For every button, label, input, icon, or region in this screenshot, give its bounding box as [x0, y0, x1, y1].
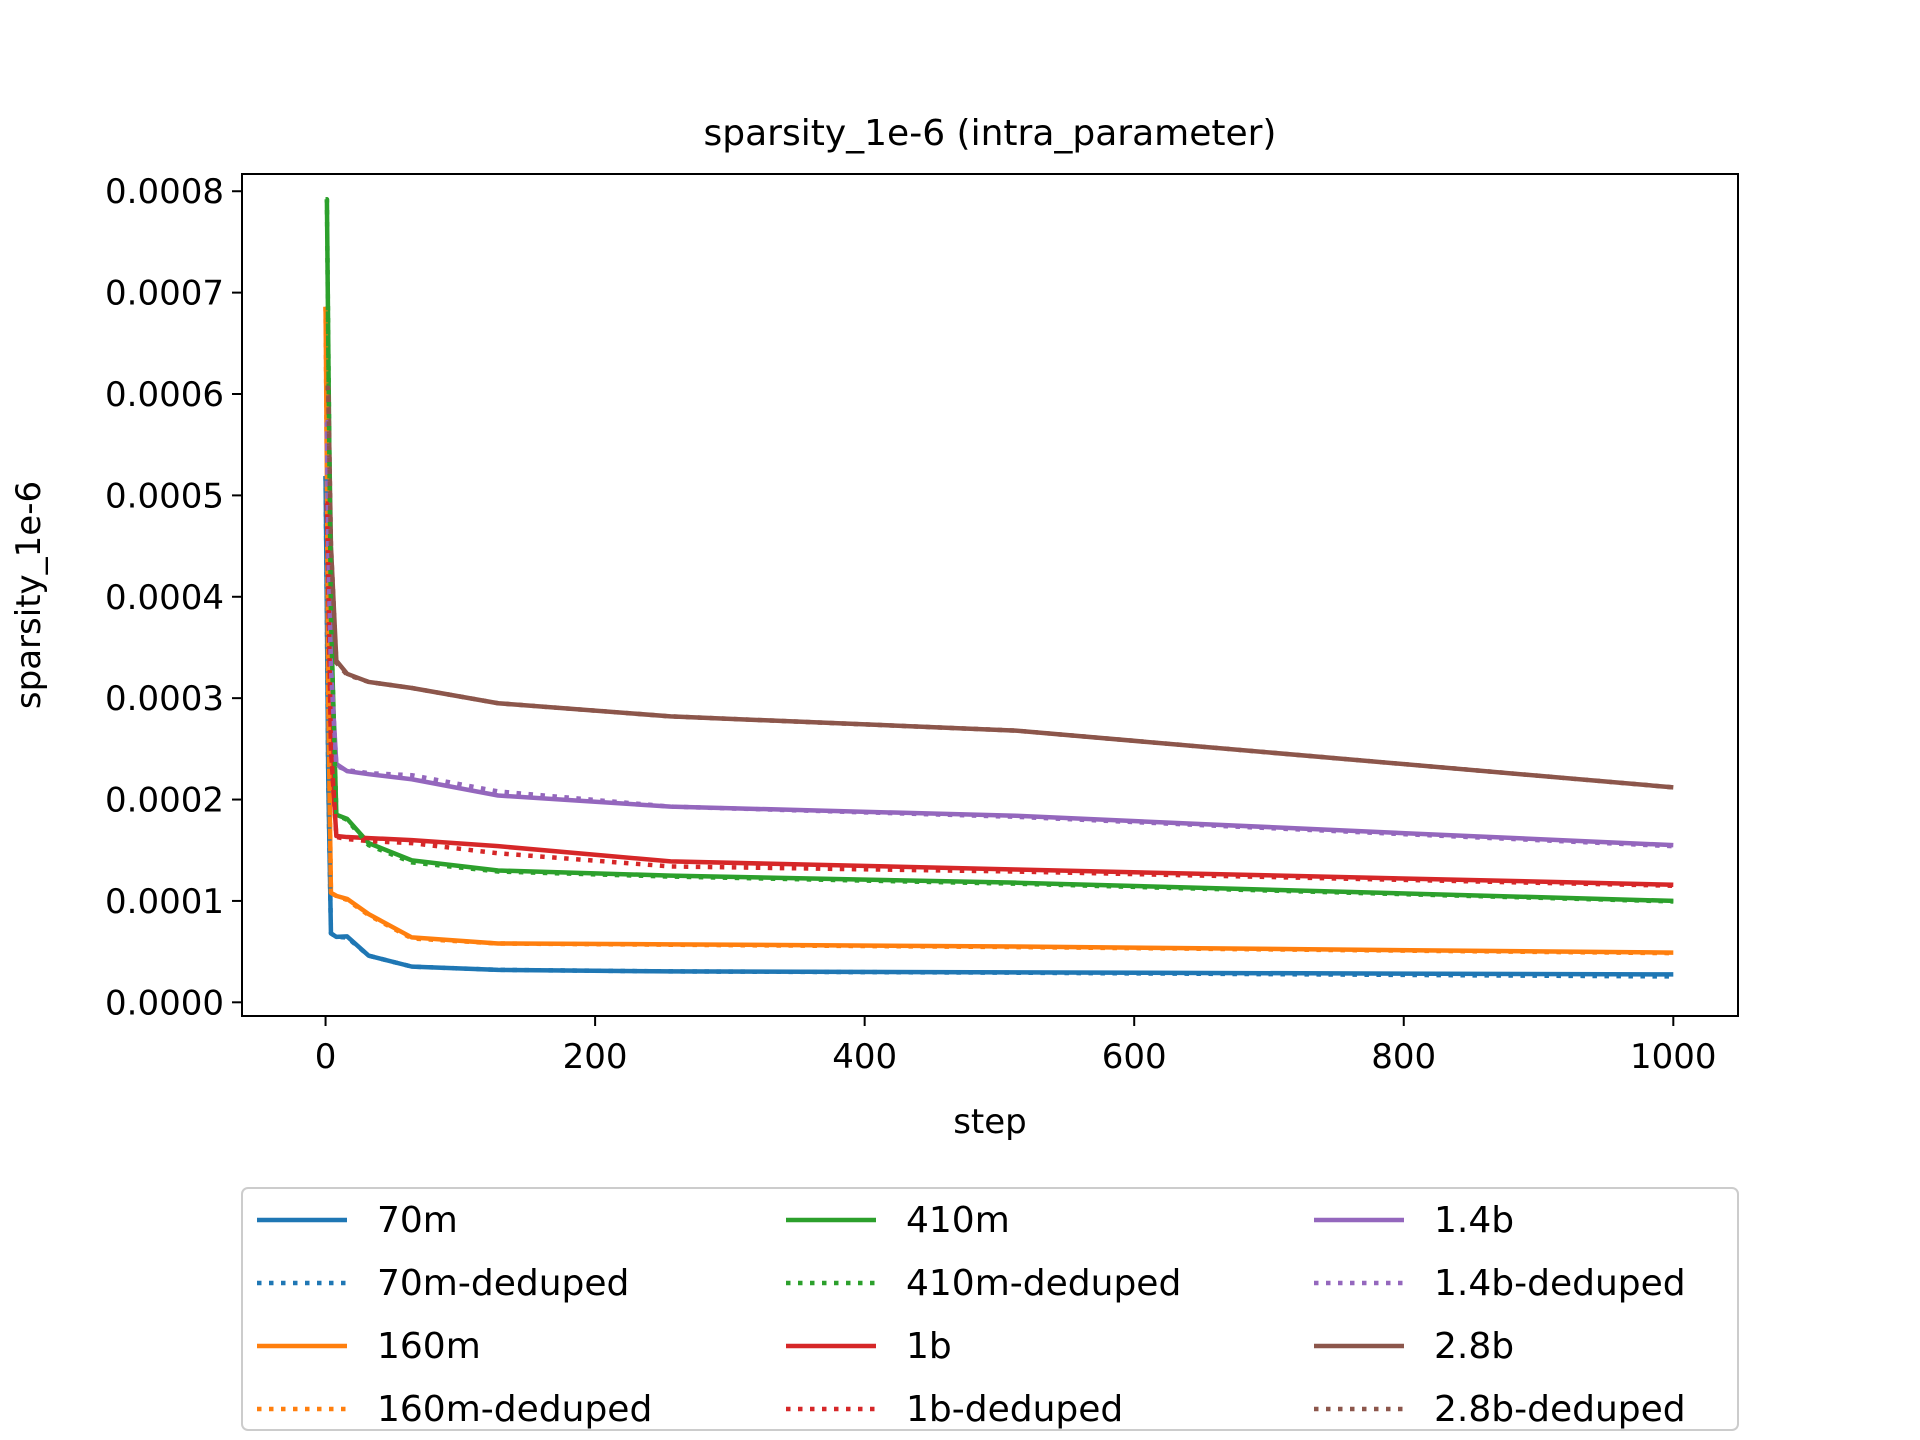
- legend-label: 1b: [906, 1326, 952, 1367]
- series-layer: [323, 197, 1674, 979]
- y-axis-label: sparsity_1e-6: [9, 481, 49, 709]
- legend-item: 70m: [257, 1200, 458, 1241]
- legend-item: 410m-deduped: [786, 1263, 1181, 1304]
- legend-label: 160m-deduped: [377, 1389, 652, 1430]
- series-line-1b-deduped: [324, 501, 1674, 888]
- legend-item: 1.4b-deduped: [1314, 1263, 1686, 1304]
- legend-item: 1b: [786, 1326, 952, 1367]
- legend-label: 2.8b: [1434, 1326, 1514, 1367]
- y-tick-label: 0.0007: [105, 274, 224, 314]
- x-tick-label: 400: [832, 1037, 897, 1077]
- legend-label: 410m: [906, 1200, 1010, 1241]
- legend-label: 160m: [377, 1326, 481, 1367]
- legend-label: 410m-deduped: [906, 1263, 1181, 1304]
- x-tick-label: 0: [315, 1037, 337, 1077]
- x-tick-label: 800: [1371, 1037, 1436, 1077]
- y-tick-label: 0.0004: [105, 578, 224, 618]
- y-tick-label: 0.0006: [105, 375, 224, 415]
- x-axis: 0 200 400 600 800 1000: [315, 1016, 1717, 1077]
- plot-frame: [241, 173, 1739, 1017]
- chart-title: sparsity_1e-6 (intra_parameter): [704, 113, 1277, 154]
- legend-item: 2.8b: [1314, 1326, 1514, 1367]
- x-tick-label: 1000: [1630, 1037, 1717, 1077]
- legend-label: 70m-deduped: [377, 1263, 629, 1304]
- legend-item: 70m-deduped: [257, 1263, 629, 1304]
- x-tick-label: 600: [1102, 1037, 1167, 1077]
- y-tick-label: 0.0000: [105, 983, 224, 1023]
- x-axis-label: step: [953, 1102, 1027, 1142]
- legend: 70m 70m-deduped 160m 160m-deduped 410m 410m-d…: [241, 1187, 1739, 1431]
- y-tick-label: 0.0003: [105, 679, 224, 719]
- legend-item: 1.4b: [1314, 1200, 1514, 1241]
- legend-item: 160m-deduped: [257, 1389, 652, 1430]
- y-tick-label: 0.0005: [105, 476, 224, 516]
- legend-label: 1.4b-deduped: [1434, 1263, 1686, 1304]
- series-line-410m-deduped: [324, 197, 1674, 904]
- y-tick-label: 0.0008: [105, 172, 224, 212]
- x-tick-label: 200: [563, 1037, 628, 1077]
- legend-label: 1.4b: [1434, 1200, 1514, 1241]
- y-tick-label: 0.0001: [105, 882, 224, 922]
- legend-label: 2.8b-deduped: [1434, 1389, 1686, 1430]
- legend-item: 2.8b-deduped: [1314, 1389, 1686, 1430]
- y-axis: 0.0000 0.0001 0.0002 0.0003 0.0004 0.0005 0.00…: [105, 172, 242, 1023]
- legend-frame: [241, 1187, 1739, 1431]
- legend-label: 1b-deduped: [906, 1389, 1123, 1430]
- y-tick-label: 0.0002: [105, 781, 224, 821]
- legend-label: 70m: [377, 1200, 458, 1241]
- series-line-2-8b-deduped: [324, 385, 1674, 790]
- legend-item: 410m: [786, 1200, 1010, 1241]
- legend-item: 1b-deduped: [786, 1389, 1123, 1430]
- legend-item: 160m: [257, 1326, 481, 1367]
